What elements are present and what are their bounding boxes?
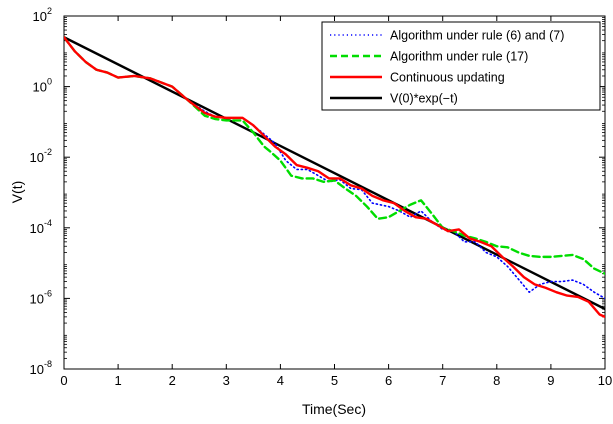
y-axis-label: V(t) [9,181,25,204]
y-tick-label: 102 [33,6,52,24]
y-tick-label-exponent: -8 [44,359,52,369]
series-line-3 [64,36,605,311]
y-tick-label-exponent: -2 [44,147,52,157]
y-tick-label-base: 10 [30,150,44,165]
y-tick-label-exponent: 0 [47,77,52,87]
y-tick-label: 100 [33,77,52,95]
legend-box [321,21,601,111]
x-axis-label: Time(Sec) [302,401,366,417]
y-tick-label: 10-4 [30,218,52,236]
x-tick-label: 1 [114,373,121,388]
y-tick-label-base: 10 [30,291,44,306]
x-tick-label: 7 [439,373,446,388]
legend-label-0: Algorithm under rule (6) and (7) [390,29,564,43]
y-tick-label-base: 10 [33,80,47,95]
y-tick-label-exponent: -4 [44,218,52,228]
legend-label-3: V(0)*exp(−t) [390,92,458,106]
legend: Algorithm under rule (6) and (7) Algorith… [321,21,601,111]
x-tick-label: 3 [223,373,230,388]
x-axis: 0 1 2 3 4 5 6 7 8 9 10 [60,16,612,388]
series-line-2 [64,36,605,319]
legend-label-1: Algorithm under rule (17) [390,50,528,64]
y-tick-label-exponent: 2 [47,6,52,16]
legend-label-2: Continuous updating [390,71,505,85]
series-layer [64,36,605,319]
y-tick-label-base: 10 [30,221,44,236]
y-tick-label: 10-8 [30,359,52,377]
x-tick-label: 2 [169,373,176,388]
x-tick-label: 6 [385,373,392,388]
y-tick-label: 10-2 [30,147,52,165]
y-tick-label: 10-6 [30,288,52,306]
x-tick-label: 4 [277,373,284,388]
x-tick-label: 9 [547,373,554,388]
x-tick-label: 5 [331,373,338,388]
x-tick-label: 8 [493,373,500,388]
y-tick-label-base: 10 [30,362,44,377]
y-tick-label-exponent: -6 [44,288,52,298]
x-tick-label: 0 [60,373,67,388]
x-tick-label: 10 [598,373,612,388]
y-tick-label-base: 10 [33,9,47,24]
